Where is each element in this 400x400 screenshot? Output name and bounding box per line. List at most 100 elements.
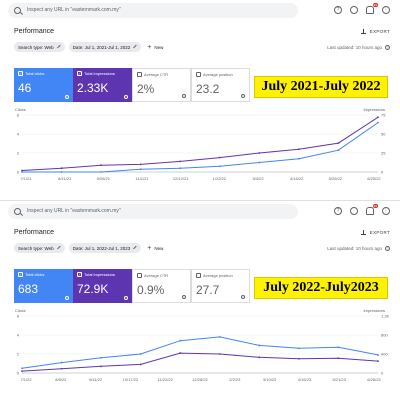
x-tick-label: 3/4/22 bbox=[252, 176, 264, 181]
top-icons: ? 99 ⋮ bbox=[334, 3, 394, 14]
period-overlay-label: July 2021-July 2022 bbox=[254, 76, 388, 98]
page-title: Performance bbox=[14, 27, 55, 35]
x-tick-label: 4/14/22 bbox=[290, 176, 304, 181]
card-label: Total clicks bbox=[25, 71, 45, 76]
help-icon[interactable]: ? bbox=[334, 207, 342, 215]
checkbox-empty-icon[interactable] bbox=[137, 72, 142, 77]
left-tick-label: 6 bbox=[17, 113, 20, 118]
apps-icon[interactable]: ⋮ bbox=[382, 6, 390, 14]
apps-icon[interactable]: ⋮ bbox=[382, 207, 390, 215]
total-impressions-card[interactable]: ✓ Total impressions 2.33K bbox=[73, 68, 132, 102]
help-icon[interactable] bbox=[182, 295, 186, 299]
search-icon bbox=[14, 207, 21, 215]
right-axis-label: Impressions bbox=[363, 308, 385, 313]
right-tick-label: 400 bbox=[381, 352, 388, 357]
date-chip[interactable]: Date: Jul 1, 2022-Jul 1, 2023 bbox=[68, 243, 142, 253]
last-updated: Last updated: 10 hours ago? bbox=[327, 245, 390, 251]
x-tick-label: 3/10/23 bbox=[263, 377, 277, 382]
checkbox-empty-icon[interactable] bbox=[196, 72, 201, 77]
search-type-chip[interactable]: Search type: Web bbox=[14, 243, 65, 253]
help-icon[interactable] bbox=[241, 295, 245, 299]
plus-icon: + bbox=[147, 244, 152, 252]
impressions-point bbox=[377, 116, 379, 119]
checkbox-empty-icon[interactable] bbox=[196, 273, 201, 278]
clicks-point bbox=[21, 367, 23, 370]
help-icon[interactable] bbox=[124, 95, 128, 99]
impressions-point bbox=[258, 152, 261, 154]
export-button[interactable]: EXPORT bbox=[360, 229, 390, 235]
date-chip[interactable]: Date: Jul 1, 2021-Jul 1, 2022 bbox=[68, 42, 142, 52]
left-tick-label: 4 bbox=[17, 132, 20, 137]
clicks-point bbox=[377, 354, 379, 356]
clicks-point bbox=[218, 336, 221, 338]
account-icon[interactable] bbox=[350, 207, 358, 215]
export-label: EXPORT bbox=[369, 28, 390, 34]
x-tick-label: 11/22/22 bbox=[158, 377, 174, 382]
checkbox-checked-icon[interactable]: ✓ bbox=[77, 272, 82, 277]
impressions-point bbox=[60, 367, 63, 370]
total-clicks-card[interactable]: ✓ Total clicks 46 bbox=[14, 68, 73, 102]
filter-row: Search type: Web Date: Jul 1, 2022-Jul 1… bbox=[14, 243, 390, 253]
left-tick-label: 0 bbox=[17, 371, 20, 376]
left-axis-label: Clicks bbox=[15, 107, 26, 112]
new-filter-button[interactable]: + New bbox=[147, 44, 163, 51]
help-icon[interactable] bbox=[65, 95, 69, 99]
x-tick-label: 6/25/22 bbox=[367, 176, 381, 181]
account-icon[interactable] bbox=[350, 6, 358, 14]
card-value: 2.33K bbox=[77, 81, 109, 95]
card-value: 46 bbox=[18, 81, 32, 95]
new-filter-button[interactable]: + New bbox=[147, 245, 163, 252]
checkbox-checked-icon[interactable]: ✓ bbox=[18, 272, 23, 277]
total-clicks-card[interactable]: ✓ Total clicks 683 bbox=[14, 269, 73, 303]
left-tick-label: 2 bbox=[17, 352, 20, 357]
search-type-chip[interactable]: Search type: Web bbox=[14, 42, 65, 52]
help-icon[interactable] bbox=[65, 296, 69, 300]
right-axis-label: Impressions bbox=[363, 107, 385, 112]
page-title: Performance bbox=[14, 228, 55, 236]
card-label: Average CTR bbox=[144, 72, 169, 77]
help-icon[interactable] bbox=[182, 94, 186, 98]
export-button[interactable]: EXPORT bbox=[360, 28, 390, 34]
x-tick-label: 10/17/22 bbox=[123, 377, 139, 382]
card-value: 683 bbox=[18, 282, 39, 296]
url-inspect-search[interactable]: Inspect any URL in "easternmark.com.my" bbox=[8, 2, 298, 18]
average-ctr-card[interactable]: Average CTR 2% bbox=[132, 68, 191, 102]
help-icon[interactable] bbox=[124, 296, 128, 300]
x-tick-label: 6/26/23 bbox=[367, 377, 381, 382]
average-position-card[interactable]: Average position 23.2 bbox=[191, 68, 250, 102]
impressions-series-line bbox=[21, 352, 379, 372]
checkbox-checked-icon[interactable]: ✓ bbox=[77, 71, 82, 76]
average-ctr-card[interactable]: Average CTR 0.9% bbox=[132, 269, 191, 303]
average-position-card[interactable]: Average position 27.7 bbox=[191, 269, 250, 303]
checkbox-empty-icon[interactable] bbox=[137, 273, 142, 278]
help-icon[interactable]: ? bbox=[334, 6, 342, 14]
total-impressions-card[interactable]: ✓ Total impressions 72.9K bbox=[73, 269, 132, 303]
impressions-point bbox=[297, 357, 300, 360]
clicks-point bbox=[21, 171, 23, 173]
impressions-point bbox=[179, 352, 182, 354]
bell-icon[interactable]: 99 bbox=[366, 204, 378, 215]
url-inspect-search[interactable]: Inspect any URL in "easternmark.com.my" bbox=[8, 203, 298, 219]
right-tick-label: 50 bbox=[381, 132, 386, 137]
clicks-point bbox=[297, 157, 300, 160]
x-tick-label: 2/2/23 bbox=[229, 377, 241, 382]
card-value: 2% bbox=[137, 82, 155, 96]
clicks-series-line bbox=[22, 122, 379, 173]
right-tick-label: 75 bbox=[381, 113, 386, 118]
help-icon[interactable]: ? bbox=[385, 44, 390, 50]
card-value: 23.2 bbox=[196, 82, 220, 96]
clicks-point bbox=[258, 344, 261, 347]
help-icon[interactable]: ? bbox=[385, 245, 390, 251]
clicks-point bbox=[60, 171, 63, 173]
filter-row: Search type: Web Date: Jul 1, 2021-Jul 1… bbox=[14, 42, 390, 52]
checkbox-checked-icon[interactable]: ✓ bbox=[18, 71, 23, 76]
x-tick-label: 9/26/21 bbox=[97, 176, 111, 181]
top-bar: Inspect any URL in "easternmark.com.my" … bbox=[8, 203, 394, 219]
clicks-point bbox=[139, 168, 142, 171]
impressions-point bbox=[60, 167, 63, 170]
clicks-point bbox=[100, 356, 103, 359]
bell-icon[interactable]: 99 bbox=[366, 3, 378, 14]
impressions-point bbox=[100, 365, 103, 368]
last-updated-label: Last updated: 10 hours ago bbox=[327, 245, 382, 251]
help-icon[interactable] bbox=[241, 94, 245, 98]
